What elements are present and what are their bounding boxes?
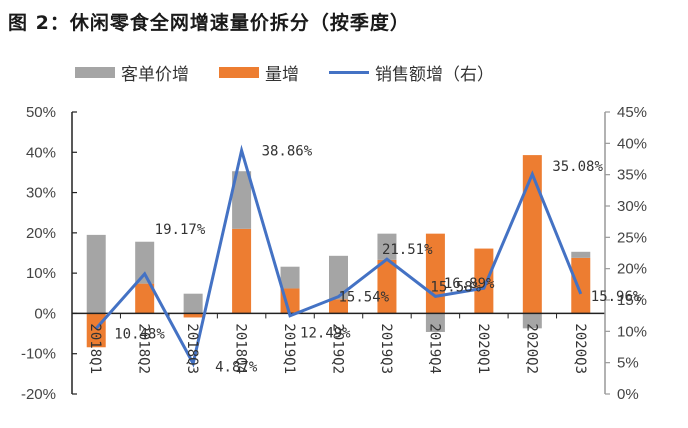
left-tick-label: 20% (26, 225, 56, 242)
right-tick-label: 20% (617, 261, 647, 278)
data-label: 38.86% (262, 143, 313, 159)
legend-item-sales: 销售额增（右） (329, 60, 494, 85)
data-label: 12.49% (300, 326, 351, 342)
bar-segment (474, 248, 494, 314)
left-tick-label: 30% (26, 185, 56, 202)
right-tick-label: 35% (617, 167, 647, 184)
category-label: 2019Q2 (330, 323, 346, 374)
bar-segment (329, 255, 348, 300)
data-label: 15.58% (430, 279, 481, 295)
right-tick-label: 45% (617, 104, 647, 121)
bar-segment (135, 283, 155, 314)
category-label: 2018Q3 (184, 323, 200, 374)
data-label: 10.48% (114, 326, 165, 342)
bar-segment (232, 228, 252, 314)
right-tick-label: 0% (617, 386, 639, 403)
category-label: 2020Q1 (475, 323, 491, 374)
category-label: 2018Q1 (87, 323, 103, 374)
bar-segment (329, 299, 348, 314)
legend-label: 客单价增 (121, 65, 189, 85)
category-label: 2018Q4 (233, 323, 249, 374)
left-tick-label: 50% (26, 104, 56, 121)
data-label: 15.54% (339, 290, 390, 306)
legend-label: 量增 (265, 65, 299, 85)
right-tick-label: 25% (617, 229, 647, 246)
bar-segment (183, 313, 203, 318)
legend-label: 销售额增（右） (375, 65, 494, 85)
right-tick-label: 10% (617, 323, 647, 340)
category-label: 2020Q3 (572, 323, 588, 374)
legend: 客单价增 量增 销售额增（右） (75, 60, 524, 85)
data-label: 4.87% (215, 359, 258, 375)
bar-segment (135, 241, 155, 284)
bar-segment (183, 293, 203, 314)
data-label: 19.17% (155, 222, 206, 238)
right-tick-label: 15% (617, 292, 647, 309)
bar-segment (522, 155, 542, 314)
legend-swatch-line (329, 71, 369, 74)
category-label: 2019Q1 (281, 323, 297, 374)
bar-segment (86, 234, 106, 314)
right-tick-label: 5% (617, 355, 639, 372)
bar-segment (280, 266, 300, 289)
bar-segment (377, 233, 397, 260)
category-label: 2019Q4 (426, 323, 442, 374)
data-label: 35.08% (552, 159, 603, 175)
right-tick-label: 40% (617, 135, 647, 152)
legend-item-price: 客单价增 (75, 60, 189, 85)
left-tick-label: 40% (26, 144, 56, 161)
data-label: 16.89% (444, 276, 495, 292)
category-label: 2018Q2 (136, 323, 152, 374)
bar-segment (232, 171, 252, 229)
data-label: 21.51% (382, 242, 433, 258)
data-label: 15.96% (591, 289, 642, 305)
bar-segment (425, 313, 445, 332)
left-tick-label: 0% (34, 305, 56, 322)
legend-item-volume: 量增 (219, 60, 299, 85)
sales-growth-line (95, 144, 583, 368)
category-label: 2020Q2 (523, 323, 539, 374)
left-tick-label: 10% (26, 265, 56, 282)
bar-segment (377, 259, 397, 314)
bar-segment (522, 313, 542, 329)
legend-swatch-orange (219, 67, 259, 78)
bar-segment (571, 251, 591, 258)
left-tick-label: -10% (21, 346, 56, 363)
legend-swatch-gray (75, 67, 115, 78)
category-label: 2019Q3 (378, 323, 394, 374)
chart-title: 图 2：休闲零食全网增速量价拆分（按季度） (8, 12, 410, 34)
bar-segment (571, 257, 591, 314)
right-tick-label: 30% (617, 198, 647, 215)
left-tick-label: -20% (21, 386, 56, 403)
